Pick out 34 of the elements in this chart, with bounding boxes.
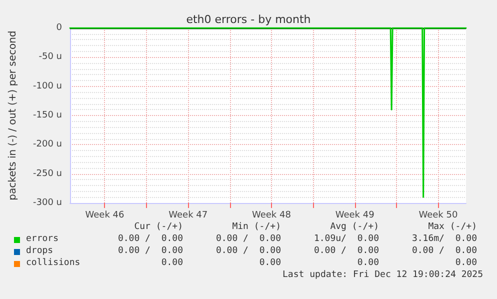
x-tick-label: Week 47 <box>168 210 208 220</box>
y-axis-title: packets in (-) / out (+) per second <box>8 30 18 200</box>
x-tick-label: Week 50 <box>418 210 458 220</box>
legend-label: collisions <box>26 258 80 269</box>
y-tick-label: -150 u <box>33 110 62 120</box>
y-tick-label: -300 u <box>33 198 62 208</box>
text: 0.00 / 0.00 <box>216 234 281 245</box>
text: 0.00 <box>357 258 379 269</box>
text: Cur (-/+) <box>134 222 183 233</box>
x-tick-label: Week 46 <box>85 210 124 220</box>
text: 0.00 / 0.00 <box>118 246 183 257</box>
y-tick-label: -100 u <box>33 81 62 92</box>
text: Max (-/+) <box>428 222 477 233</box>
y-tick-label: -250 u <box>33 168 62 179</box>
text: 0.00 / 0.00 <box>412 246 477 257</box>
text: 0.00 <box>455 258 477 269</box>
text: 0.00 <box>259 258 281 269</box>
text: Last update: Fri Dec 12 19:00:24 2025 <box>282 270 483 281</box>
text: 0.00 <box>161 258 183 269</box>
x-tick-label: Week 49 <box>335 210 375 220</box>
chart-title: eth0 errors - by month <box>186 13 311 26</box>
y-tick-label: -50 u <box>38 52 62 62</box>
text: Avg (-/+) <box>330 222 379 233</box>
text: 0.00 / 0.00 <box>314 246 379 257</box>
text: 0.00 / 0.00 <box>216 246 281 257</box>
legend-label: drops <box>26 246 54 257</box>
legend-label: errors <box>26 234 59 245</box>
y-tick-label: -200 u <box>33 140 62 150</box>
x-tick-label: Week 48 <box>252 210 292 220</box>
text: 0.00 / 0.00 <box>118 234 183 245</box>
text: 1.09u/ 0.00 <box>314 234 379 245</box>
text: Min (-/+) <box>232 222 281 233</box>
y-tick-label: 0 <box>56 23 62 33</box>
text: 3.16m/ 0.00 <box>412 234 477 245</box>
